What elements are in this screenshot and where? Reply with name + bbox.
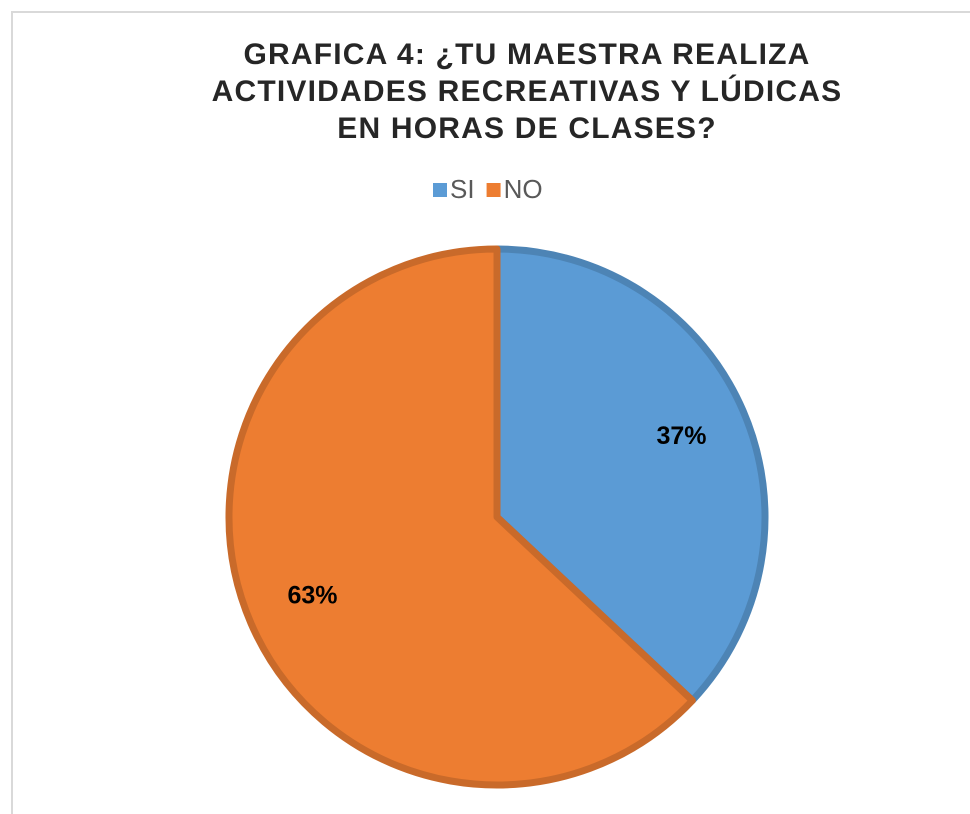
pie-slice: [493, 245, 769, 704]
chart-title: GRAFICA 4: ¿TU MAESTRA REALIZA ACTIVIDAD…: [211, 38, 843, 145]
data-label: 37%: [656, 422, 706, 450]
chart-frame: [11, 11, 970, 814]
data-label: 63%: [288, 581, 338, 609]
legend-label: SI: [450, 174, 475, 204]
legend-swatch: [433, 183, 447, 197]
legend-swatch: [486, 183, 501, 197]
pie-slice: [225, 245, 696, 789]
legend-label: NO: [504, 174, 543, 204]
